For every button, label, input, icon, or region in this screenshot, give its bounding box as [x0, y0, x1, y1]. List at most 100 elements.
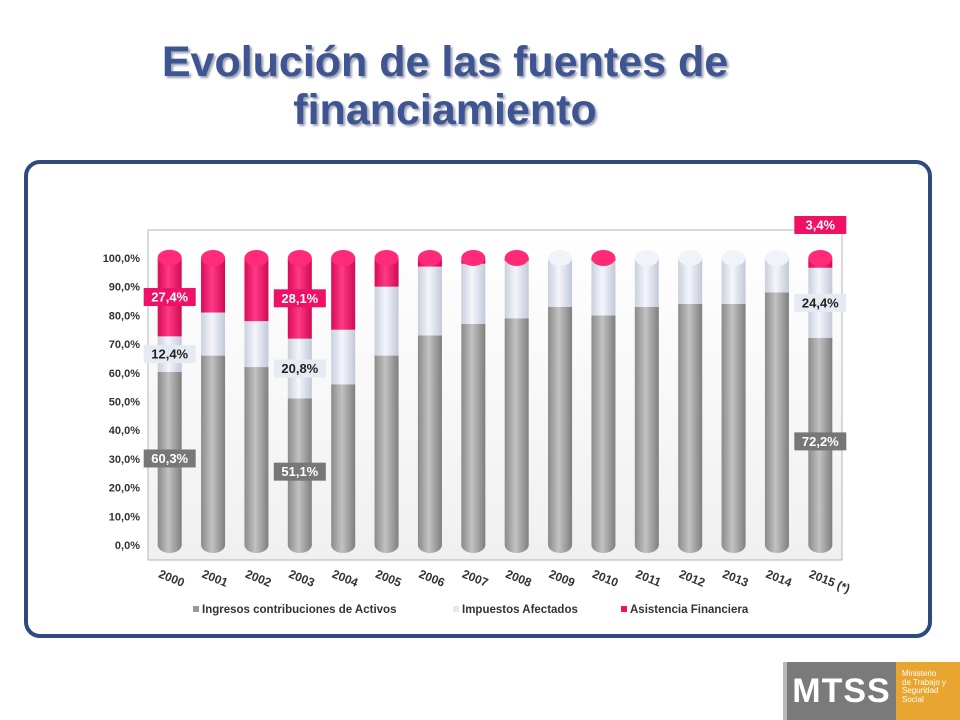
bar-segment-activos [591, 315, 616, 545]
bar-segment-activos [764, 292, 789, 545]
bar-segment-impuestos [374, 286, 399, 356]
logo-line: Social [902, 694, 924, 704]
data-label: 27,4% [143, 288, 196, 307]
data-label-text: 3,4% [805, 218, 835, 233]
y-tick-label: 10,0% [109, 511, 140, 523]
bar-cap [678, 250, 703, 266]
logo-text: Ministerio de Trabajo y Seguridad Social [896, 662, 960, 720]
data-label: 60,3% [143, 449, 196, 468]
bar-base [504, 537, 529, 553]
legend-swatch [621, 606, 627, 612]
data-label-text: 27,4% [151, 290, 188, 305]
data-label-text: 12,4% [151, 347, 188, 362]
bar-cap [548, 250, 573, 266]
x-tick-label: 2008 [504, 567, 534, 590]
bar-segment-activos [417, 335, 442, 545]
bar-segment-impuestos [461, 263, 486, 325]
bar-base [634, 537, 659, 553]
y-tick-label: 40,0% [109, 425, 140, 437]
bar-cap [374, 250, 399, 266]
bar-segment-impuestos [244, 321, 269, 368]
bar-cap [591, 250, 616, 266]
bar-base [461, 537, 486, 553]
data-label: 72,2% [794, 432, 847, 451]
data-label: 3,4% [794, 216, 847, 234]
x-tick-label: 2005 [373, 567, 403, 590]
title-line-1: Evolución de las fuentes de [161, 38, 729, 86]
bar-cap [721, 250, 746, 266]
x-tick-label: 2009 [547, 567, 577, 590]
bar-segment-activos [331, 384, 356, 545]
bar-segment-impuestos [201, 312, 226, 356]
x-tick-label: 2002 [243, 567, 273, 590]
data-label-box [794, 293, 847, 312]
x-tick-label: 2011 [634, 567, 664, 590]
x-tick-label: 2006 [417, 567, 447, 590]
bar-segment-activos [374, 355, 399, 545]
bar-base [591, 537, 616, 553]
data-label-box [143, 288, 196, 307]
bar-cap [808, 250, 833, 266]
x-tick-label: 2000 [157, 567, 187, 590]
legend-item: Impuestos Afectados [453, 604, 578, 616]
bar-segment-activos [504, 318, 529, 545]
bar-base [764, 537, 789, 553]
bar-base [548, 537, 573, 553]
data-label-box [794, 432, 847, 451]
y-tick-label: 50,0% [109, 397, 140, 409]
x-tick-label: 2001 [200, 567, 230, 590]
logo-acronym: MTSS [783, 662, 896, 720]
bar-base [244, 537, 269, 553]
legend-label: Ingresos contribuciones de Activos [202, 604, 396, 616]
bar-cap [417, 250, 442, 266]
legend-swatch [453, 606, 459, 612]
data-label: 12,4% [143, 345, 196, 364]
bar-base [287, 537, 312, 553]
title-line-2: financiamiento [293, 86, 597, 134]
legend-swatch [193, 606, 199, 612]
data-label-text: 20,8% [281, 361, 318, 376]
bar-cap [504, 250, 529, 266]
bar-segment-impuestos [634, 258, 659, 307]
bar-segment-activos [461, 324, 486, 545]
page-title: Evolución de las fuentes de financiamien… [0, 38, 890, 134]
data-label-box [143, 345, 196, 364]
bar-base [331, 537, 356, 553]
y-tick-label: 100,0% [103, 253, 141, 265]
data-label: 51,1% [273, 462, 326, 481]
y-tick-label: 20,0% [109, 483, 140, 495]
bar-cap [331, 250, 356, 266]
bar-cap [461, 250, 486, 266]
data-label-text: 28,1% [281, 291, 318, 306]
x-tick-label: 2013 [720, 567, 750, 590]
bar-segment-activos [548, 306, 573, 545]
y-tick-label: 70,0% [109, 339, 140, 351]
data-label-box [273, 359, 326, 378]
y-tick-label: 0,0% [115, 540, 140, 552]
data-label: 20,8% [273, 359, 326, 378]
bar-base [201, 537, 226, 553]
bar-segment-impuestos [548, 258, 573, 307]
bar-cap [244, 250, 269, 266]
bar-cap [157, 249, 182, 266]
bar-segment-asistencia [331, 258, 356, 330]
bar-segment-asistencia [244, 258, 269, 322]
x-tick-label: 2015 (*) [807, 567, 852, 596]
bar-segment-impuestos [417, 266, 442, 336]
bar-base [157, 537, 182, 553]
bar-cap [201, 250, 226, 266]
data-label-text: 51,1% [281, 464, 318, 479]
data-label-box [794, 216, 847, 234]
data-label-text: 60,3% [151, 451, 188, 466]
y-tick-label: 30,0% [109, 454, 140, 466]
bar-segment-impuestos [591, 260, 616, 316]
logo-line: de Trabajo y [902, 677, 947, 687]
data-label-text: 72,2% [802, 434, 839, 449]
logo-line: Seguridad [902, 686, 939, 695]
logo-line: Ministerio [902, 669, 937, 678]
legend-label: Impuestos Afectados [462, 604, 578, 616]
x-tick-label: 2004 [330, 567, 360, 590]
bar-segment-activos [244, 367, 269, 545]
bar-cap [287, 250, 312, 266]
